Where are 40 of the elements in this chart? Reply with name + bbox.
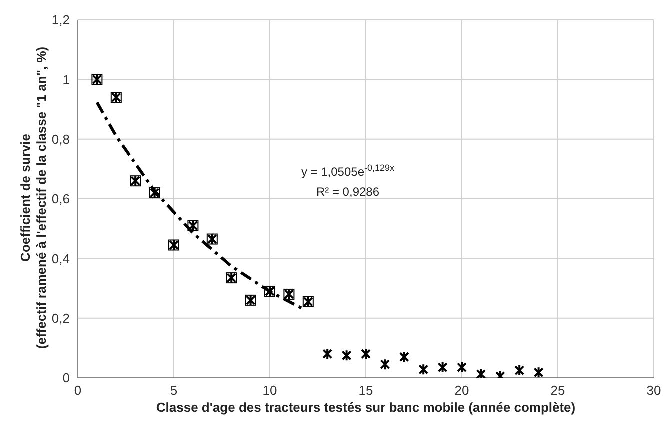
y-tick-label: 0,8	[52, 132, 70, 147]
x-tick-label: 10	[262, 383, 278, 398]
point	[130, 175, 142, 188]
point	[457, 362, 467, 374]
x-tick-label: 0	[74, 383, 82, 398]
point	[380, 358, 390, 371]
x-tick-label: 5	[170, 383, 178, 398]
y-tick-label: 1	[62, 72, 70, 88]
point	[245, 294, 256, 306]
point	[226, 272, 238, 284]
point	[284, 288, 295, 300]
point	[514, 364, 525, 377]
x-tick-label: 20	[454, 383, 470, 398]
point	[302, 296, 314, 308]
annotation: y = 1,0505e$^{-0,129x}$	[301, 163, 396, 179]
point	[399, 351, 410, 364]
y-tick-label: 0	[62, 370, 70, 386]
point	[206, 233, 218, 246]
point	[476, 368, 486, 378]
point	[438, 362, 448, 374]
point	[322, 348, 333, 360]
y-tick-label: 1,2	[52, 12, 70, 28]
point	[92, 74, 103, 86]
point	[168, 239, 180, 252]
point	[342, 350, 352, 362]
y-axis-title: Coefficient de survie (effectif ramené à l'effectif de la classe "1 an", %)	[18, 46, 49, 350]
y-tick-label: 0,4	[52, 251, 70, 266]
point	[110, 92, 122, 104]
annotation: R² = 0,9286	[316, 185, 380, 199]
x-tick-label: 15	[358, 383, 374, 398]
point	[361, 348, 371, 360]
x-tick-label: 25	[550, 383, 566, 398]
point	[534, 366, 544, 378]
point	[149, 187, 160, 200]
y-tick-label: 0,2	[52, 310, 70, 326]
y-tick-label: 0,6	[52, 192, 70, 207]
x-axis-title: Classe d'age des tracteurs testés sur banc mobile (année complète)	[156, 400, 576, 415]
point	[188, 220, 199, 232]
point	[418, 364, 429, 376]
x-tick-label: 30	[646, 383, 662, 398]
